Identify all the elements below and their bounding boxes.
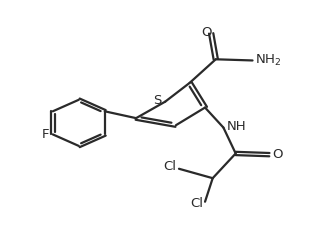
Text: NH: NH xyxy=(227,120,246,133)
Text: F: F xyxy=(41,128,49,141)
Text: O: O xyxy=(201,26,212,39)
Text: Cl: Cl xyxy=(191,197,203,210)
Text: S: S xyxy=(153,94,162,107)
Text: NH$_2$: NH$_2$ xyxy=(255,53,281,68)
Text: Cl: Cl xyxy=(163,160,177,173)
Text: O: O xyxy=(272,148,283,161)
